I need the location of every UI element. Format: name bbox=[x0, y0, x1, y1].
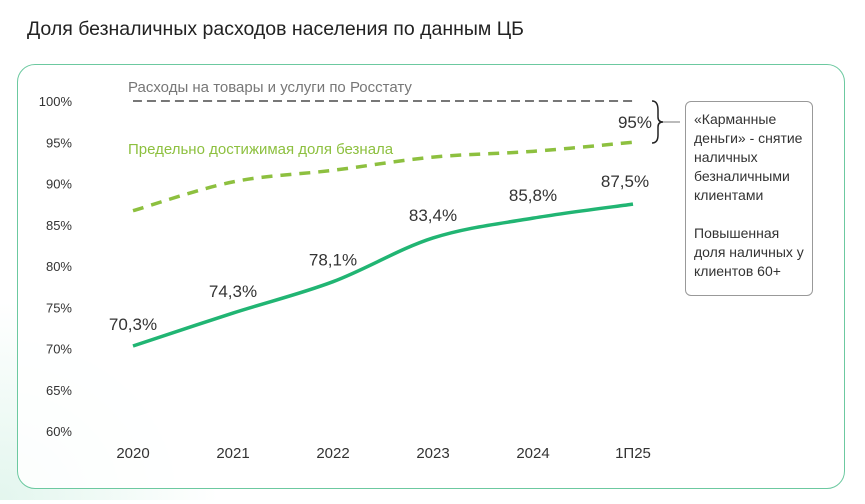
x-tick-label: 2022 bbox=[316, 445, 349, 462]
data-label: 83,4% bbox=[409, 206, 457, 225]
annotation-box: «Карманные деньги» - снятие наличных без… bbox=[685, 101, 813, 296]
data-label: 87,5% bbox=[601, 172, 649, 191]
y-tick-label: 70% bbox=[46, 342, 72, 357]
x-tick-label: 2023 bbox=[416, 445, 449, 462]
data-label: 74,3% bbox=[209, 282, 257, 301]
limit-end-label: 95% bbox=[618, 113, 652, 132]
data-label: 78,1% bbox=[309, 251, 357, 270]
limit-legend-label: Предельно достижимая доля безнала bbox=[128, 141, 394, 158]
y-tick-label: 100% bbox=[39, 94, 73, 109]
data-label: 85,8% bbox=[509, 186, 557, 205]
x-tick-label: 2020 bbox=[116, 445, 149, 462]
data-label: 70,3% bbox=[109, 315, 157, 334]
y-tick-label: 85% bbox=[46, 218, 72, 233]
x-tick-label: 2021 bbox=[216, 445, 249, 462]
annotation-text-1: «Карманные деньги» - снятие наличных без… bbox=[694, 111, 803, 203]
y-tick-label: 80% bbox=[46, 259, 72, 274]
actual-line bbox=[132, 202, 634, 348]
rosstat-legend-label: Расходы на товары и услуги по Росстату bbox=[128, 79, 412, 96]
line-chart: 60% 65% 70% 75% 80% 85% 90% 95% 100% 2020 2021 2022… bbox=[39, 79, 680, 462]
annotation-text-2: Повышенная доля наличных у клиентов 60+ bbox=[694, 225, 804, 279]
y-tick-label: 90% bbox=[46, 177, 72, 192]
y-tick-label: 75% bbox=[46, 300, 72, 315]
y-tick-label: 65% bbox=[46, 383, 72, 398]
x-tick-label: 1П25 bbox=[615, 445, 651, 462]
limit-line bbox=[132, 140, 634, 213]
chart-card bbox=[17, 64, 845, 489]
y-tick-label: 95% bbox=[46, 135, 72, 150]
page-title: Доля безналичных расходов населения по д… bbox=[27, 18, 524, 40]
y-tick-label: 60% bbox=[46, 424, 72, 439]
brace-icon bbox=[651, 100, 664, 144]
x-tick-label: 2024 bbox=[516, 445, 549, 462]
